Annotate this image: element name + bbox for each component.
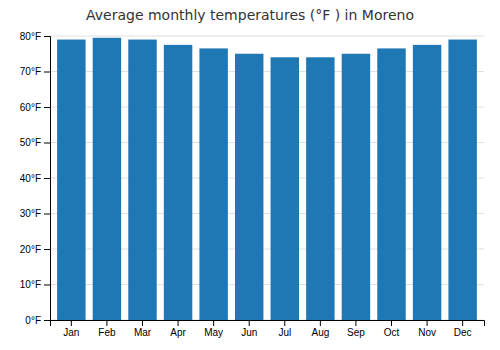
bar bbox=[271, 57, 299, 320]
tick-label: Nov bbox=[418, 327, 436, 338]
tick: 60°F bbox=[20, 102, 50, 113]
tick-mark bbox=[355, 320, 356, 326]
tick-label: 80°F bbox=[20, 31, 41, 42]
tick-mark bbox=[44, 320, 50, 321]
tick-mark bbox=[44, 249, 50, 250]
bar bbox=[235, 54, 263, 320]
tick-label: Mar bbox=[134, 327, 152, 338]
tick: Mar bbox=[134, 320, 152, 338]
bar bbox=[377, 48, 405, 320]
tick-mark bbox=[284, 320, 285, 326]
tick: 70°F bbox=[20, 66, 50, 77]
bar bbox=[128, 40, 156, 320]
tick-label: Apr bbox=[170, 327, 186, 338]
tick-mark bbox=[213, 320, 214, 326]
tick-mark bbox=[427, 320, 428, 326]
tick-mark bbox=[71, 320, 72, 326]
tick: Apr bbox=[170, 320, 186, 338]
tick: 0°F bbox=[25, 315, 50, 326]
tick: May bbox=[204, 320, 223, 338]
tick: Oct bbox=[384, 320, 400, 338]
grid bbox=[50, 36, 484, 320]
tick-mark bbox=[44, 178, 50, 179]
tick: Sep bbox=[347, 320, 365, 338]
tick-label: 0°F bbox=[25, 315, 41, 326]
bar bbox=[306, 57, 334, 320]
bar bbox=[93, 38, 121, 320]
tick-label: Dec bbox=[454, 327, 472, 338]
chart: Average monthly temperatures (°F ) in Mo… bbox=[0, 0, 500, 350]
tick-label: Jun bbox=[241, 327, 257, 338]
tick-mark bbox=[391, 320, 392, 326]
tick: Jan bbox=[63, 320, 79, 338]
tick-label: Sep bbox=[347, 327, 365, 338]
tick-label: Aug bbox=[311, 327, 329, 338]
tick: Dec bbox=[454, 320, 472, 338]
tick-mark bbox=[44, 36, 50, 37]
tick: 30°F bbox=[20, 208, 50, 219]
tick: 20°F bbox=[20, 244, 50, 255]
axis-line bbox=[51, 321, 485, 327]
tick-label: Jan bbox=[63, 327, 79, 338]
grid-line bbox=[50, 36, 484, 37]
bar bbox=[413, 45, 441, 320]
tick-mark bbox=[106, 320, 107, 326]
tick: Nov bbox=[418, 320, 436, 338]
tick-label: 40°F bbox=[20, 173, 41, 184]
tick-mark bbox=[249, 320, 250, 326]
tick: 10°F bbox=[20, 279, 50, 290]
tick: Jun bbox=[241, 320, 257, 338]
bar bbox=[342, 54, 370, 320]
tick: Feb bbox=[98, 320, 116, 338]
tick-mark bbox=[44, 143, 50, 144]
bar bbox=[57, 40, 85, 320]
tick: Aug bbox=[311, 320, 329, 338]
tick: 80°F bbox=[20, 31, 50, 42]
y-axis: 0°F 10°F 20°F 30°F 40°F 50°F 60°F 70°F 80°F bbox=[20, 31, 51, 326]
tick-label: 20°F bbox=[20, 244, 41, 255]
tick-label: 70°F bbox=[20, 66, 41, 77]
tick-label: Jul bbox=[278, 327, 291, 338]
tick-mark bbox=[44, 107, 50, 108]
bar bbox=[164, 45, 192, 320]
tick-label: Oct bbox=[384, 327, 400, 338]
tick-mark bbox=[462, 320, 463, 326]
tick: 40°F bbox=[20, 173, 50, 184]
tick-label: Feb bbox=[98, 327, 116, 338]
tick-mark bbox=[142, 320, 143, 326]
axis-line bbox=[44, 37, 51, 321]
tick-label: 10°F bbox=[20, 279, 41, 290]
tick: 50°F bbox=[20, 137, 50, 148]
bar bbox=[199, 48, 227, 320]
plot: 0°F 10°F 20°F 30°F 40°F 50°F 60°F 70°F 80°F Jan Fe… bbox=[20, 31, 485, 338]
title: Average monthly temperatures (°F ) in Mo… bbox=[86, 7, 414, 23]
bars bbox=[57, 38, 477, 320]
tick-label: 50°F bbox=[20, 137, 41, 148]
tick-mark bbox=[44, 72, 50, 73]
tick-label: 30°F bbox=[20, 208, 41, 219]
tick-label: 60°F bbox=[20, 102, 41, 113]
tick: Jul bbox=[278, 320, 291, 338]
tick-mark bbox=[44, 285, 50, 286]
tick-mark bbox=[44, 214, 50, 215]
bar bbox=[448, 40, 476, 320]
tick-mark bbox=[178, 320, 179, 326]
tick-mark bbox=[320, 320, 321, 326]
x-axis: Jan Feb Mar Apr May Jun Jul Aug Sep Oct Nov Dec bbox=[51, 320, 485, 338]
tick-label: May bbox=[204, 327, 223, 338]
